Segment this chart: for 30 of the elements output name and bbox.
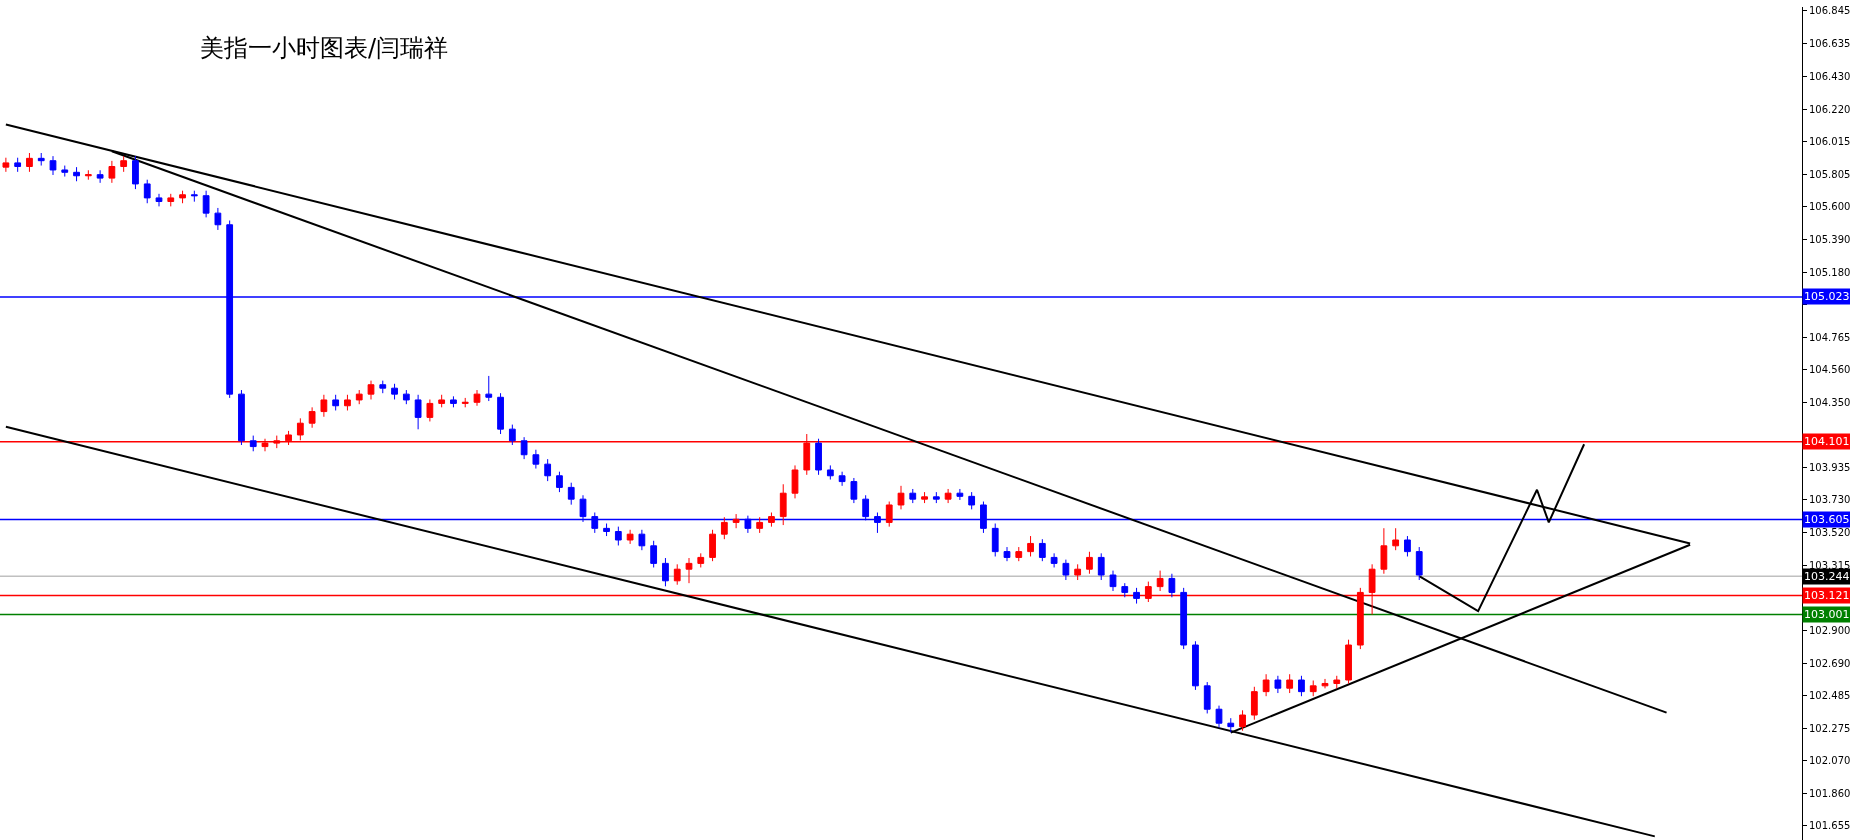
- y-tick-label: 102.690: [1809, 657, 1850, 669]
- y-tick-label: 104.560: [1809, 364, 1850, 376]
- ref-line-label: 103.244: [1804, 570, 1850, 583]
- y-tick-label: 104.350: [1809, 397, 1850, 409]
- y-tick-label: 105.600: [1809, 200, 1850, 212]
- y-tick-label: 104.765: [1809, 331, 1850, 343]
- ref-line-label: 103.001: [1804, 608, 1850, 621]
- y-tick-label: 102.485: [1809, 689, 1850, 701]
- ref-line-label: 105.023: [1804, 290, 1850, 303]
- ref-line-label: 103.121: [1804, 589, 1850, 602]
- y-tick-label: 103.730: [1809, 494, 1850, 506]
- y-tick-label: 103.520: [1809, 527, 1850, 539]
- y-tick-label: 105.805: [1809, 168, 1850, 180]
- y-tick-label: 102.275: [1809, 722, 1850, 734]
- y-tick-label: 103.935: [1809, 462, 1850, 474]
- text: 美指一小时图表/闫瑞祥: [200, 34, 449, 62]
- y-tick-label: 105.180: [1809, 266, 1850, 278]
- y-tick-label: 102.070: [1809, 755, 1850, 767]
- y-tick-label: 101.655: [1809, 820, 1850, 832]
- y-tick-label: 106.220: [1809, 103, 1850, 115]
- ref-line-label: 104.101: [1804, 435, 1850, 448]
- y-tick-label: 106.015: [1809, 135, 1850, 147]
- y-tick-label: 105.390: [1809, 233, 1850, 245]
- ref-line-label: 103.605: [1804, 513, 1850, 526]
- y-tick-label: 106.635: [1809, 38, 1850, 50]
- y-tick-label: 103.315: [1809, 559, 1850, 571]
- y-tick-label: 101.860: [1809, 788, 1850, 800]
- y-tick-label: 106.845: [1809, 5, 1850, 17]
- y-tick-label: 106.430: [1809, 70, 1850, 82]
- y-tick-label: 102.900: [1809, 624, 1850, 636]
